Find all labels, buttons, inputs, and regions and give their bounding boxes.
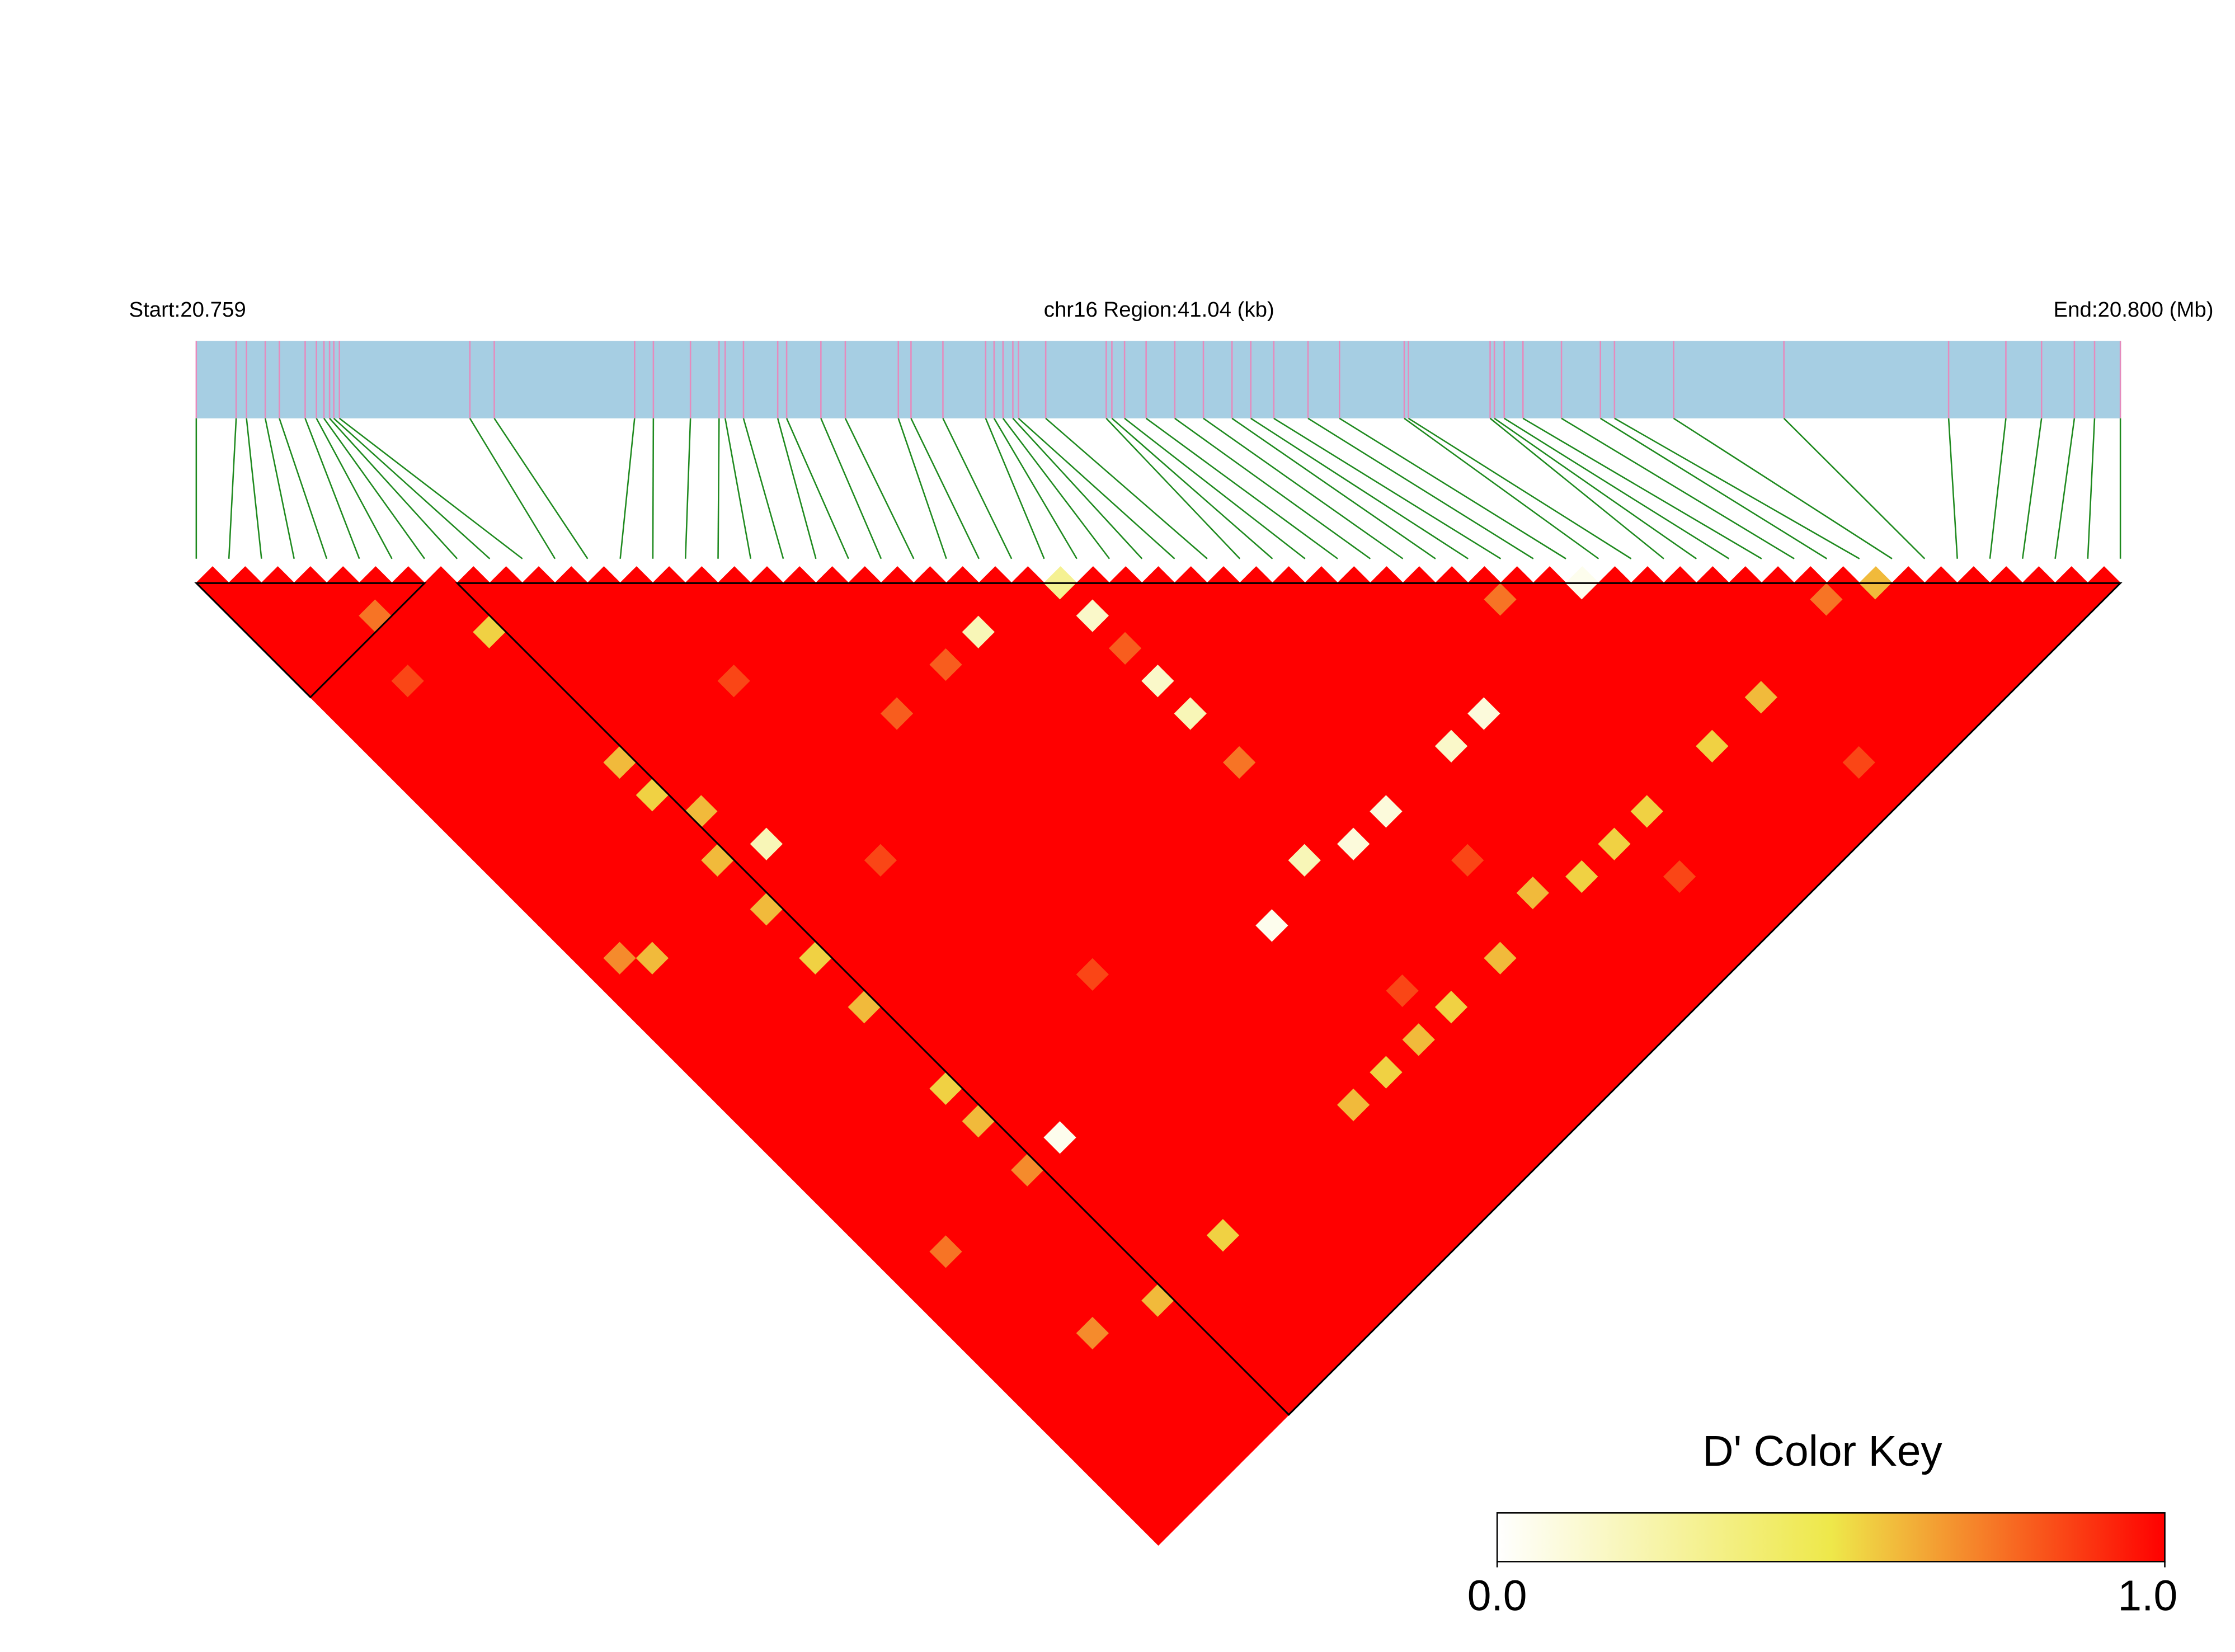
color-key-title: D' Color Key <box>1702 1427 1942 1475</box>
snp-connector <box>333 417 491 559</box>
snp-connector <box>493 418 589 559</box>
snp-connector <box>1174 417 1371 559</box>
snp-connector <box>1111 417 1273 559</box>
snp-connector <box>2021 418 2043 559</box>
snp-connector <box>1489 417 1664 559</box>
snp-connector <box>1404 417 1599 559</box>
snp-connector <box>897 418 947 559</box>
snp-connector <box>1018 417 1175 559</box>
snp-connector <box>338 417 523 559</box>
snp-connector <box>329 417 458 559</box>
snp-connector <box>1783 417 1926 559</box>
snp-connector <box>844 418 915 559</box>
end-label: End:20.800 (Mb) <box>2054 298 2214 322</box>
snp-connector <box>1105 417 1241 559</box>
snp-connector <box>1494 417 1697 559</box>
snp-connector <box>1203 417 1404 559</box>
snp-connector <box>1231 417 1436 559</box>
snp-connector <box>1045 417 1208 559</box>
snp-connector <box>1504 417 1730 559</box>
snp-connector <box>985 418 1045 559</box>
region-bar <box>196 341 2121 418</box>
snp-connector <box>304 418 360 559</box>
snp-connector <box>228 418 237 559</box>
snp-connector <box>2054 418 2076 559</box>
snp-connector <box>469 418 556 559</box>
snp-connector <box>1561 417 1795 559</box>
snp-connector <box>1600 417 1828 559</box>
snp-connector <box>724 418 752 559</box>
snp-connector <box>777 418 817 559</box>
snp-connector <box>1273 417 1502 559</box>
snp-connector <box>246 418 262 559</box>
snp-connector <box>323 418 425 559</box>
snp-connector <box>684 418 691 559</box>
snp-connector <box>1124 417 1306 559</box>
snp-connector <box>742 418 784 559</box>
snp-connector <box>942 418 1013 559</box>
snp-connector <box>1673 417 1893 559</box>
snp-connector <box>993 418 1077 559</box>
snp-connector <box>1989 418 2007 559</box>
heatmap-cells <box>195 566 2121 1546</box>
snp-connector <box>2087 418 2096 559</box>
snp-connector <box>1947 418 1958 559</box>
snp-connector <box>1339 417 1566 559</box>
snp-connector <box>1012 417 1143 559</box>
snp-connector <box>1408 417 1632 559</box>
region-label: chr16 Region:41.04 (kb) <box>1044 298 1274 322</box>
snp-connector <box>279 418 328 559</box>
snp-connector <box>1002 418 1111 559</box>
color-key-tick-label: 0.0 <box>1467 1571 1527 1620</box>
snp-connector <box>717 418 720 559</box>
snp-connector <box>1307 417 1534 559</box>
snp-connector <box>1250 417 1469 559</box>
color-key <box>1496 1512 2166 1562</box>
snp-connector <box>1145 417 1338 559</box>
snp-connector <box>1522 417 1762 559</box>
snp-connector <box>316 418 393 559</box>
snp-connector <box>1614 417 1860 559</box>
snp-connector <box>910 418 980 559</box>
snp-connector <box>820 418 882 559</box>
start-label: Start:20.759 <box>129 298 246 322</box>
snp-connector <box>264 418 295 559</box>
snp-connector <box>785 418 849 559</box>
snp-connector <box>619 418 636 559</box>
ld-block-outline <box>194 582 427 699</box>
ld-block-outline <box>455 582 2123 1416</box>
color-key-tick-label: 1.0 <box>2118 1571 2177 1620</box>
